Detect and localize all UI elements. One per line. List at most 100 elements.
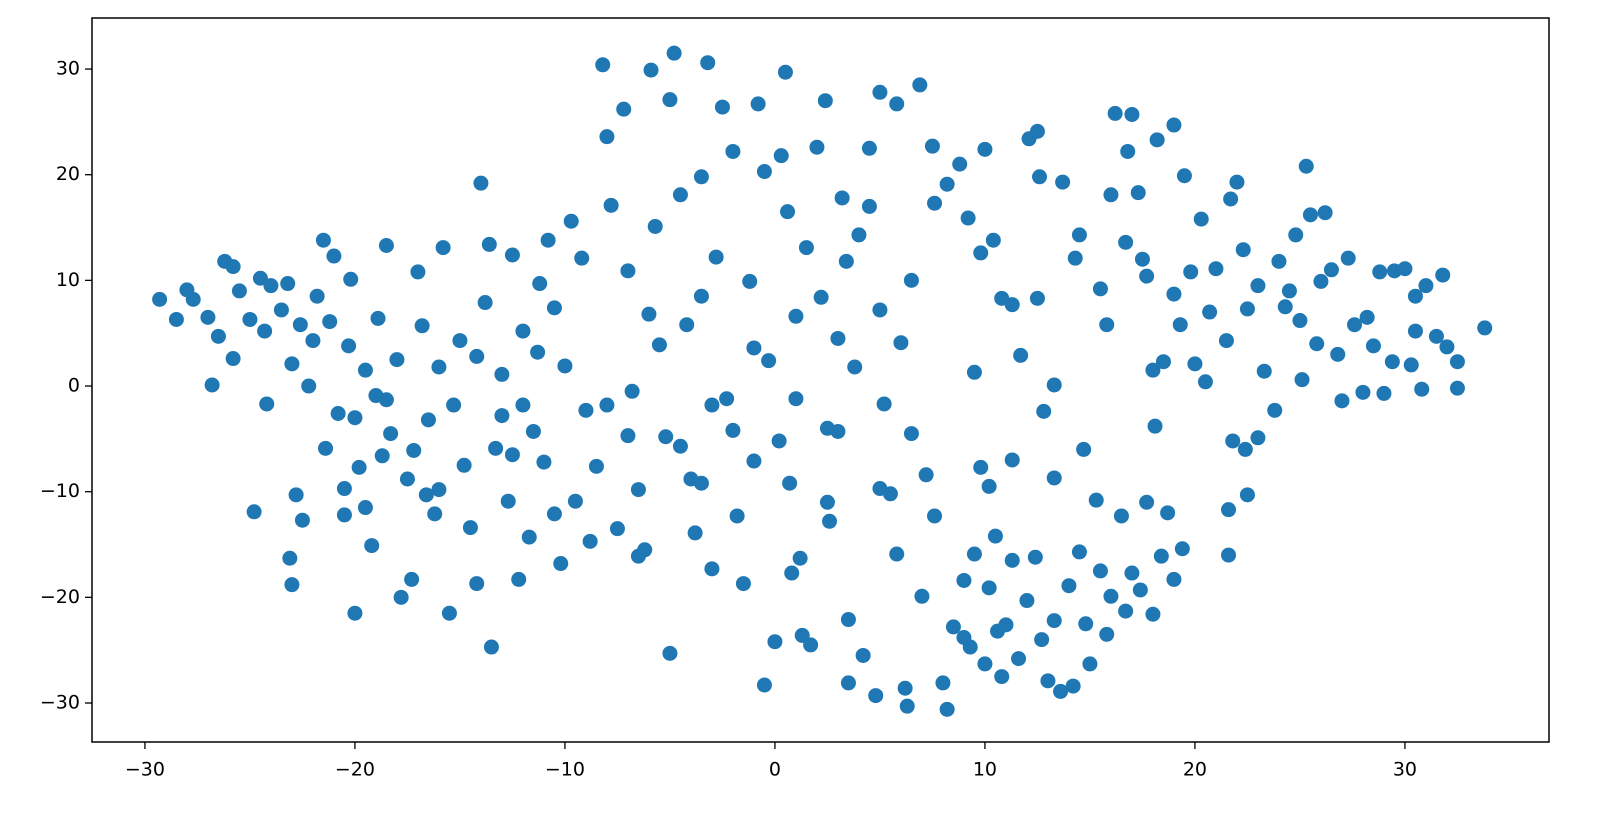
point [1078, 616, 1094, 632]
point [872, 302, 888, 318]
point [1221, 502, 1237, 518]
point [819, 420, 835, 436]
point [288, 487, 304, 503]
point [767, 634, 783, 650]
point [912, 77, 928, 93]
point [725, 422, 741, 438]
point [1004, 297, 1020, 313]
point [1323, 262, 1339, 278]
point [1120, 143, 1136, 159]
point [672, 438, 688, 454]
point [851, 227, 867, 243]
point [704, 561, 720, 577]
point [347, 410, 363, 426]
point [540, 232, 556, 248]
point [897, 680, 913, 696]
point [530, 344, 546, 360]
point [185, 291, 201, 307]
point [756, 164, 772, 180]
point [630, 482, 646, 498]
point [563, 213, 579, 229]
point [225, 259, 241, 275]
point [1288, 227, 1304, 243]
point [488, 440, 504, 456]
point [977, 656, 993, 672]
point [1223, 191, 1239, 207]
point [918, 467, 934, 483]
point [588, 458, 604, 474]
point [903, 272, 919, 288]
point [761, 353, 777, 369]
point [977, 141, 993, 157]
point [662, 92, 678, 108]
point [609, 521, 625, 537]
point [152, 291, 168, 307]
point [1046, 613, 1062, 629]
point [1202, 304, 1218, 320]
point [500, 493, 516, 509]
point [773, 148, 789, 164]
point [1036, 403, 1052, 419]
point [1449, 354, 1465, 370]
point [456, 457, 472, 473]
point [1032, 169, 1048, 185]
point [1376, 385, 1392, 401]
point [1435, 267, 1451, 283]
point [868, 688, 884, 704]
axes-frame [91, 17, 1550, 743]
point [1029, 123, 1045, 139]
point [679, 317, 695, 333]
point [624, 383, 640, 399]
point [687, 525, 703, 541]
point [378, 392, 394, 408]
point [225, 351, 241, 367]
point [960, 210, 976, 226]
point [1239, 487, 1255, 503]
point [666, 45, 682, 61]
point [469, 576, 485, 592]
point [973, 459, 989, 475]
point [282, 550, 298, 566]
point [1208, 261, 1224, 277]
point [1229, 174, 1245, 190]
point [1187, 356, 1203, 372]
point [914, 588, 930, 604]
point [1088, 492, 1104, 508]
point [620, 428, 636, 444]
point [389, 352, 405, 368]
point [1174, 541, 1190, 557]
point [504, 247, 520, 263]
point [784, 565, 800, 581]
point [838, 253, 854, 269]
point [1061, 578, 1077, 594]
point [1256, 363, 1272, 379]
point [899, 698, 915, 714]
point [939, 701, 955, 717]
point [200, 309, 216, 325]
point [945, 619, 961, 635]
point [1145, 606, 1161, 622]
point [956, 572, 972, 588]
point [813, 289, 829, 305]
point [1029, 290, 1045, 306]
y-tick-label: 30 [56, 58, 80, 80]
point [404, 571, 420, 587]
point [1414, 381, 1430, 397]
point [1071, 544, 1087, 560]
point [1428, 328, 1444, 344]
point [1221, 547, 1237, 563]
point [1103, 588, 1119, 604]
point [956, 629, 972, 645]
point [1155, 354, 1171, 370]
point [1092, 281, 1108, 297]
point [803, 637, 819, 653]
point [330, 405, 346, 421]
point [336, 481, 352, 497]
point [725, 143, 741, 159]
y-tick-label: −10 [40, 480, 80, 502]
point [1099, 626, 1115, 642]
point [1103, 187, 1119, 203]
point [1139, 494, 1155, 510]
point [1340, 250, 1356, 266]
